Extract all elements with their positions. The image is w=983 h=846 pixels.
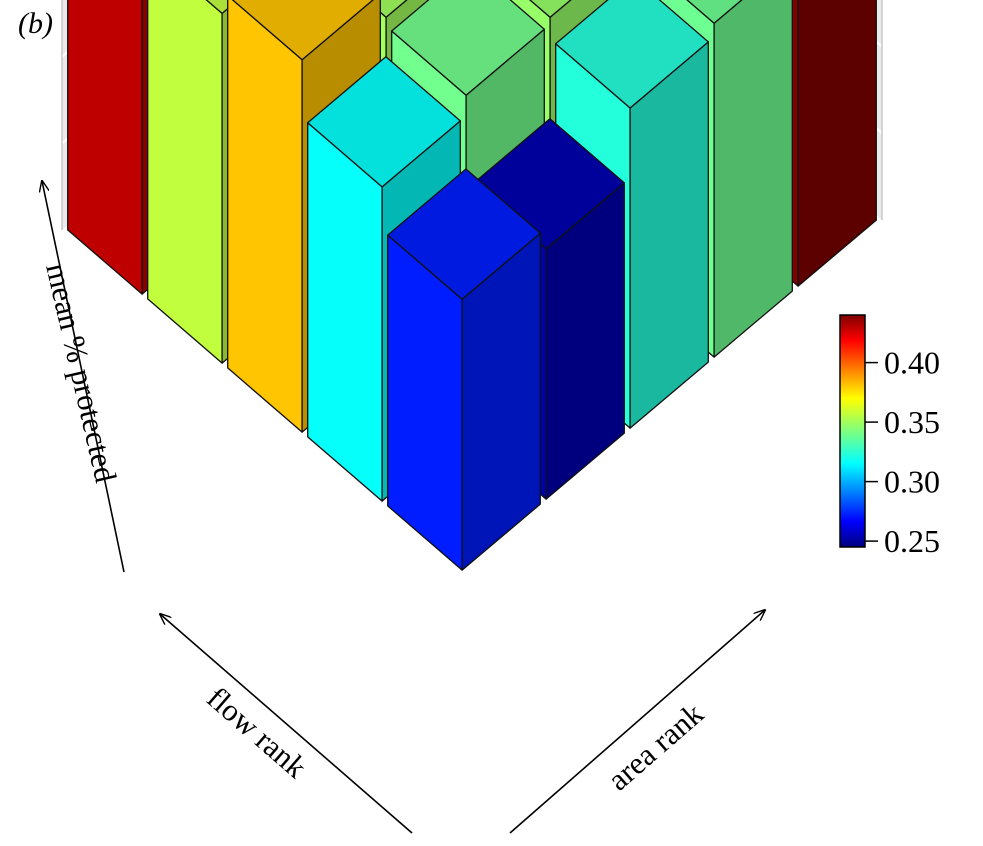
colorbar-gradient <box>839 314 866 548</box>
bar-face-top <box>529 0 572 18</box>
colorbar-tick-label: 0.30 <box>884 464 940 500</box>
bar-face-top <box>391 0 545 96</box>
bar-face-top <box>231 0 374 61</box>
colorbar-tick-label: 0.35 <box>884 404 940 440</box>
z-axis-arrow <box>42 181 125 573</box>
bar-face-right <box>797 0 877 287</box>
colorbar: 0.25 0.30 0.35 0.40 <box>839 314 940 559</box>
bar-face-top <box>387 168 541 300</box>
bar-face-top <box>307 56 461 188</box>
bar-face-right <box>713 0 793 358</box>
z-axis-label: mean % protected <box>39 260 124 486</box>
flow-axis-arrow <box>160 614 413 834</box>
bar-face-top <box>555 0 709 109</box>
panel-label: (b) <box>18 7 53 40</box>
bar-face-right <box>629 41 709 429</box>
bar-face-left <box>227 0 303 433</box>
bar-face-left <box>307 122 383 502</box>
colorbar-tick-label: 0.40 <box>884 345 940 381</box>
bars <box>67 0 877 571</box>
bar-face-top <box>686 0 743 24</box>
area-axis-arrow <box>509 610 765 834</box>
bar-1-1 <box>387 168 541 571</box>
bar-face-left <box>147 0 223 364</box>
bar-face-left <box>67 0 143 295</box>
colorbar-tick-label: 0.25 <box>884 523 940 559</box>
y-axis-label: area rank <box>601 695 711 797</box>
